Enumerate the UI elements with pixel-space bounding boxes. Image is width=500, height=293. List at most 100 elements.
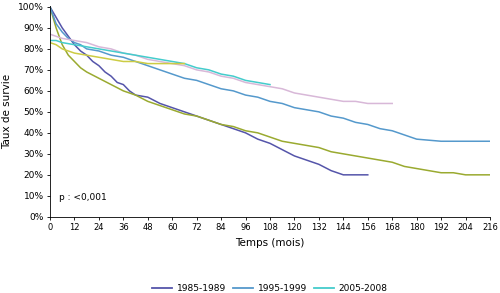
1990-1994 (328, 150, 334, 154)
Line: 1995-1999: 1995-1999 (50, 7, 490, 141)
1995-1999 (182, 76, 188, 80)
1995-1999 (292, 106, 298, 109)
1985-1989 (365, 173, 371, 177)
2005-2008 (169, 60, 175, 63)
1985-1989 (145, 96, 151, 99)
2009-2014 (145, 62, 151, 65)
2005-2008 (218, 72, 224, 76)
1995-1999 (59, 30, 65, 34)
2000-2004 (292, 91, 298, 95)
2000-2004 (340, 100, 346, 103)
2005-2008 (47, 39, 53, 42)
1985-1989 (47, 5, 53, 9)
1985-1989 (53, 16, 59, 19)
2000-2004 (352, 100, 358, 103)
2009-2014 (96, 56, 102, 59)
2005-2008 (59, 41, 65, 44)
1990-1994 (487, 173, 493, 177)
1990-1994 (53, 26, 59, 30)
2005-2008 (96, 47, 102, 51)
1985-1989 (316, 163, 322, 166)
2005-2008 (120, 51, 126, 55)
1990-1994 (279, 139, 285, 143)
1995-1999 (255, 96, 261, 99)
1995-1999 (96, 49, 102, 53)
1985-1989 (72, 43, 78, 47)
2005-2008 (230, 74, 236, 78)
1990-1994 (450, 171, 456, 175)
1985-1989 (242, 131, 248, 134)
1990-1994 (402, 165, 407, 168)
2000-2004 (120, 51, 126, 55)
1990-1994 (169, 108, 175, 112)
1995-1999 (66, 37, 71, 40)
Y-axis label: Taux de survie: Taux de survie (2, 74, 12, 149)
2009-2014 (108, 58, 114, 61)
1985-1989 (292, 154, 298, 158)
1995-1999 (304, 108, 310, 112)
2000-2004 (47, 33, 53, 36)
2009-2014 (72, 51, 78, 55)
2000-2004 (316, 96, 322, 99)
2009-2014 (157, 62, 163, 65)
2009-2014 (59, 47, 65, 51)
Line: 2000-2004: 2000-2004 (50, 34, 392, 103)
Line: 1985-1989: 1985-1989 (50, 7, 368, 175)
2000-2004 (365, 102, 371, 105)
1985-1989 (114, 81, 120, 84)
2009-2014 (120, 60, 126, 63)
2000-2004 (84, 41, 89, 44)
2000-2004 (53, 35, 59, 38)
1985-1989 (304, 159, 310, 162)
1990-1994 (230, 125, 236, 128)
2005-2008 (206, 68, 212, 72)
1995-1999 (157, 68, 163, 72)
1985-1989 (108, 74, 114, 78)
1995-1999 (78, 43, 84, 47)
2000-2004 (206, 70, 212, 74)
1995-1999 (53, 22, 59, 25)
2000-2004 (59, 37, 65, 40)
2000-2004 (242, 81, 248, 84)
2000-2004 (157, 60, 163, 63)
2000-2004 (132, 53, 138, 57)
1990-1994 (242, 129, 248, 132)
1990-1994 (59, 43, 65, 47)
2005-2008 (157, 58, 163, 61)
2009-2014 (53, 43, 59, 47)
2000-2004 (279, 87, 285, 91)
1985-1989 (126, 89, 132, 93)
1990-1994 (304, 144, 310, 147)
1995-1999 (438, 139, 444, 143)
1985-1989 (267, 142, 273, 145)
1990-1994 (365, 156, 371, 160)
1985-1989 (279, 148, 285, 151)
1985-1989 (255, 137, 261, 141)
1985-1989 (182, 110, 188, 114)
2005-2008 (84, 45, 89, 49)
1995-1999 (206, 83, 212, 86)
2000-2004 (328, 98, 334, 101)
1990-1994 (438, 171, 444, 175)
2000-2004 (145, 58, 151, 61)
2005-2008 (53, 39, 59, 42)
1990-1994 (108, 83, 114, 86)
2000-2004 (194, 68, 200, 72)
2005-2008 (182, 62, 188, 65)
1985-1989 (120, 83, 126, 86)
2000-2004 (169, 62, 175, 65)
1995-1999 (132, 60, 138, 63)
2000-2004 (182, 64, 188, 67)
1995-1999 (487, 139, 493, 143)
1995-1999 (120, 56, 126, 59)
2000-2004 (108, 47, 114, 51)
2000-2004 (218, 74, 224, 78)
2005-2008 (194, 66, 200, 69)
1990-1994 (157, 104, 163, 107)
1990-1994 (462, 173, 468, 177)
1990-1994 (389, 161, 395, 164)
1990-1994 (352, 154, 358, 158)
2005-2008 (108, 49, 114, 53)
2000-2004 (267, 85, 273, 88)
1995-1999 (462, 139, 468, 143)
